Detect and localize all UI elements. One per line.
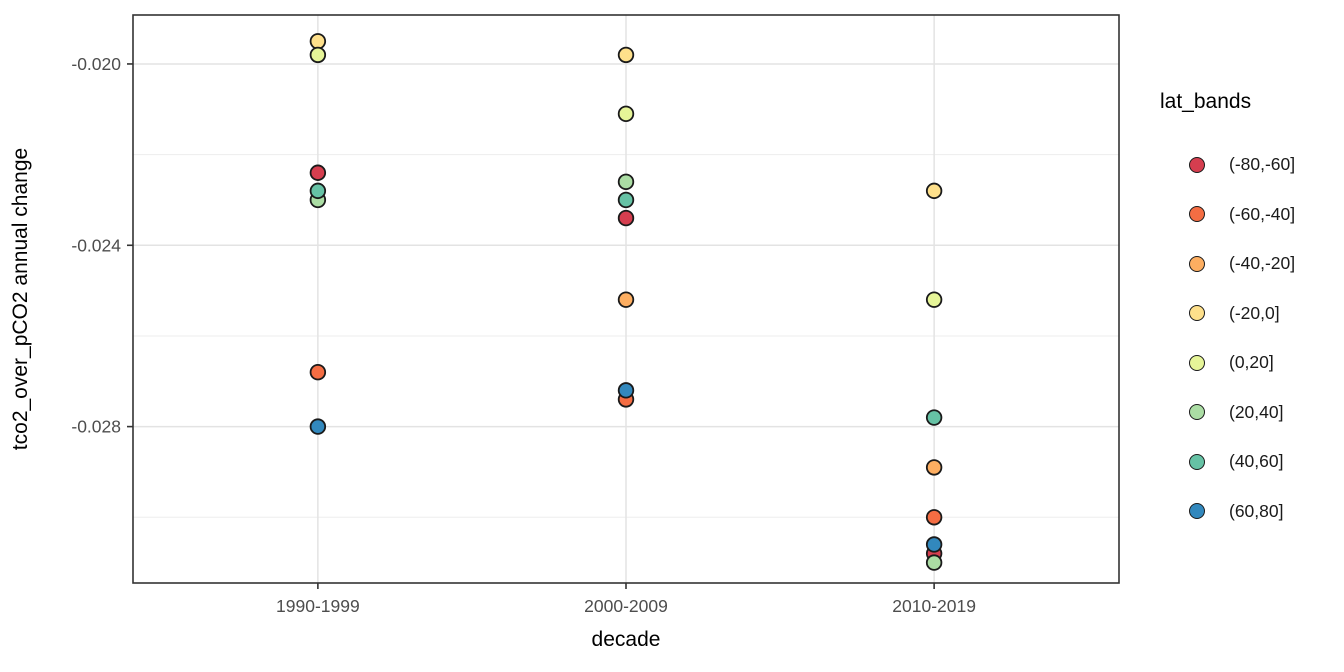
legend-key-dot — [1189, 206, 1205, 223]
legend-item-label: (20,40] — [1229, 401, 1284, 422]
legend-key-dot — [1189, 453, 1205, 470]
legend-key-dot — [1189, 404, 1205, 421]
legend-item-label: (60,80] — [1229, 500, 1284, 521]
legend-item: (-80,-60] — [1158, 140, 1338, 190]
legend-item-label: (-80,-60] — [1229, 154, 1296, 175]
legend-item-label: (0,20] — [1229, 352, 1274, 373]
data-point — [309, 418, 327, 435]
legend-item: (0,20] — [1158, 338, 1338, 388]
x-tick-label: 1990-1999 — [276, 596, 360, 616]
legend-key-dot — [1189, 354, 1205, 371]
data-point — [925, 409, 943, 426]
legend-item-label: (-60,-40] — [1229, 203, 1296, 224]
data-point — [925, 182, 943, 200]
x-tick-label: 2010-2019 — [892, 596, 976, 616]
legend-key-dot — [1189, 156, 1205, 173]
legend-item: (-40,-20] — [1158, 239, 1338, 289]
data-point — [925, 536, 943, 553]
legend: lat_bands (-80,-60] (-60,-40] (-40,-20] (-2… — [1158, 90, 1338, 536]
y-tick-label: -0.028 — [71, 417, 121, 437]
data-point — [617, 173, 635, 191]
data-point — [309, 33, 327, 50]
data-point — [309, 364, 327, 381]
data-point — [617, 105, 635, 123]
data-point — [925, 291, 943, 308]
x-axis-title: decade — [592, 628, 661, 651]
x-tick-label: 2000-2009 — [584, 596, 668, 616]
legend-item: (20,40] — [1158, 388, 1338, 438]
data-point — [617, 46, 635, 64]
legend-items: (-80,-60] (-60,-40] (-40,-20] (-20,0] (0,20]… — [1158, 140, 1338, 536]
data-point — [617, 191, 635, 209]
legend-title: lat_bands — [1160, 90, 1252, 113]
y-tick-label: -0.024 — [71, 235, 121, 255]
data-point — [617, 209, 635, 227]
legend-item-label: (40,60] — [1229, 451, 1284, 472]
legend-item: (40,60] — [1158, 437, 1338, 487]
data-point — [617, 291, 635, 308]
legend-item: (-60,-40] — [1158, 190, 1338, 240]
data-point — [925, 509, 943, 526]
legend-key-dot — [1189, 305, 1205, 322]
data-point — [309, 46, 327, 64]
data-point — [925, 554, 943, 571]
y-tick-label: -0.020 — [71, 54, 121, 74]
legend-item-label: (-40,-20] — [1229, 253, 1296, 274]
legend-key-dot — [1189, 503, 1205, 520]
y-axis-title: tco2_over_pCO2 annual change — [9, 148, 32, 450]
legend-item-label: (-20,0] — [1229, 302, 1280, 323]
data-point — [617, 382, 635, 399]
data-point — [925, 459, 943, 476]
legend-key-dot — [1189, 255, 1205, 272]
data-point — [309, 182, 327, 200]
legend-item: (60,80] — [1158, 487, 1338, 537]
data-point — [309, 164, 327, 181]
legend-item: (-20,0] — [1158, 289, 1338, 339]
